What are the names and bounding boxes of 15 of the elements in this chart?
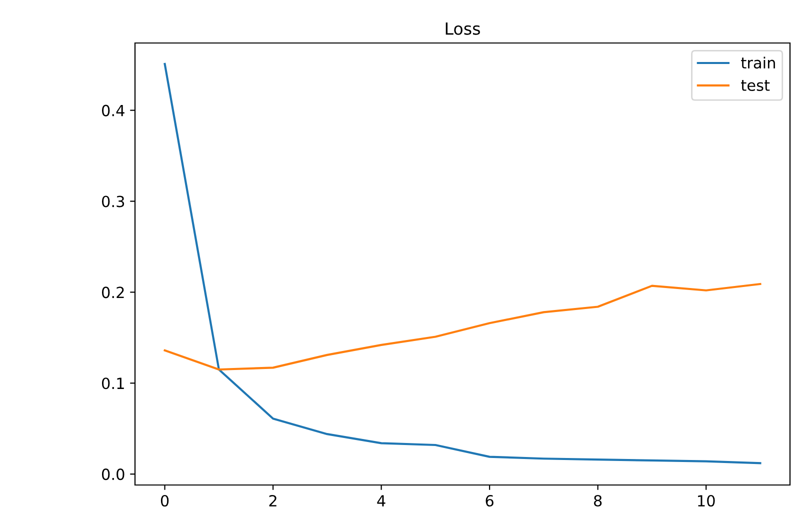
x-tick-label: 10 xyxy=(698,494,715,507)
x-tick-label: 2 xyxy=(269,494,276,506)
x-tick-label: 4 xyxy=(377,495,386,506)
y-tick-label: 0.2 xyxy=(102,286,124,298)
chart-title: Loss xyxy=(446,22,480,35)
x-tick-label: 8 xyxy=(594,494,602,507)
legend-label: train xyxy=(741,56,775,69)
y-tick-label: 0.0 xyxy=(102,468,124,480)
y-tick-label: 0.3 xyxy=(102,196,124,208)
x-tick-label: 6 xyxy=(486,494,494,507)
y-tick-label: 0.4 xyxy=(102,104,124,116)
x-tick-label: 0 xyxy=(160,494,169,507)
y-tick-label: 0.1 xyxy=(102,378,124,390)
legend-label: test xyxy=(741,80,770,91)
line-series xyxy=(164,282,762,371)
